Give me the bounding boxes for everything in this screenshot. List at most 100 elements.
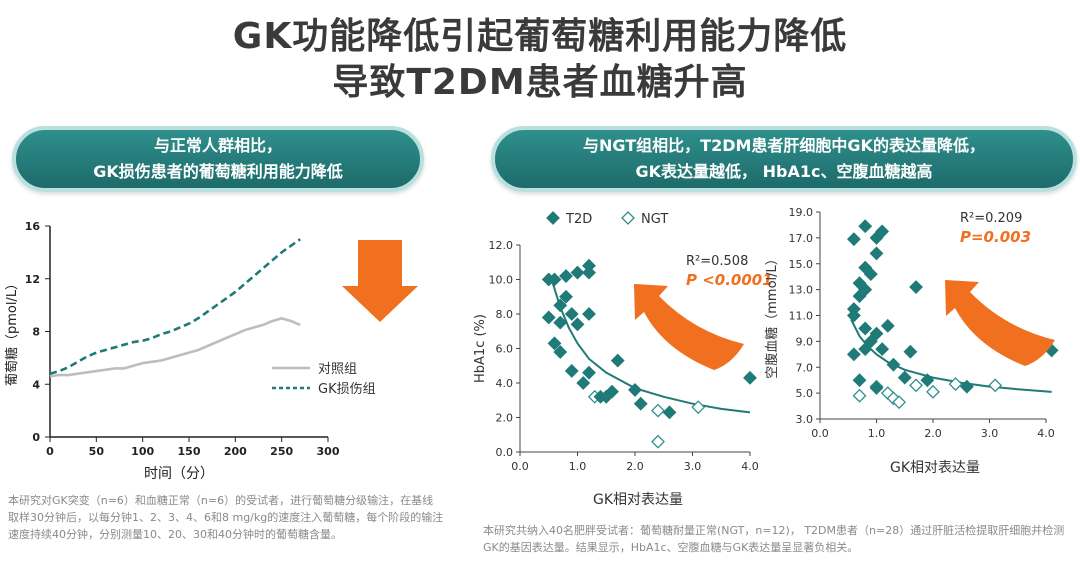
- legend-t2d-label: T2D: [565, 212, 592, 227]
- y-axis-label: 葡萄糖（pmol/L）: [4, 277, 20, 386]
- trend-arrow-icon: [945, 280, 1055, 366]
- y-tick-label: 5.0: [796, 387, 814, 400]
- ngt-point: [651, 403, 665, 418]
- x-tick-label: 0.0: [811, 427, 829, 440]
- t2d-point: [852, 373, 867, 388]
- t2d-point: [633, 396, 648, 411]
- y-tick-label: 0.0: [496, 446, 514, 459]
- x-tick-label: 50: [89, 445, 105, 458]
- t2d-point: [886, 357, 901, 372]
- ngt-point: [948, 377, 963, 391]
- legend-t2d-swatch: [546, 211, 560, 225]
- y-tick-label: 6.0: [496, 343, 514, 356]
- y-tick-label: 16: [25, 220, 41, 233]
- ngt-point: [988, 378, 1003, 393]
- t2d-point: [903, 344, 918, 359]
- x-tick-label: 1.0: [569, 460, 587, 473]
- y-tick-label: 8: [32, 326, 40, 339]
- footnote-right: 本研究共纳入40名肥胖受试者：葡萄糖耐量正常(NGT，n=12)， T2DM患者…: [483, 524, 1065, 554]
- x-tick-label: 4.0: [741, 460, 759, 473]
- y-axis-label: HbA1c (%): [473, 314, 488, 383]
- y-axis-label: 空腹血糖（mmol/L）: [764, 252, 780, 379]
- y-tick-label: 0: [32, 431, 40, 444]
- x-axis-label: GK相对表达量: [593, 492, 683, 508]
- hba1c-scatter-chart: 0.0 2.0 4.0 6.0 8.0 10.0 12.0 0.0 1.0 2.0 3.0 4.0 GK…: [473, 211, 773, 508]
- legend-label: GK损伤组: [318, 382, 376, 397]
- ngt-point: [909, 378, 923, 393]
- y-tick-label: 19.0: [789, 206, 814, 219]
- p-value-label: P <0.0001: [686, 271, 773, 289]
- t2d-point: [897, 370, 912, 385]
- x-tick-label: 250: [270, 445, 293, 458]
- t2d-point: [852, 289, 867, 304]
- banner-right: 与NGT组相比，T2DM患者肝细胞中GK的表达量降低， GK表达量越低， HbA…: [491, 126, 1077, 192]
- t2d-point: [610, 353, 625, 368]
- x-tick-label: 3.0: [981, 427, 999, 440]
- legend-ngt-swatch: [621, 211, 635, 225]
- y-tick-label: 10.0: [489, 274, 514, 287]
- t2d-point: [875, 342, 890, 357]
- t2d-point: [576, 376, 591, 390]
- ngt-point: [852, 388, 867, 403]
- t2d-point: [743, 370, 757, 385]
- page-title-line2: 导致T2DM患者血糖升高: [332, 62, 748, 103]
- banner-left-line1: 与正常人群相比，: [153, 136, 282, 155]
- x-tick-label: 3.0: [684, 460, 702, 473]
- fasting-glucose-scatter-chart: 3.0 5.0 7.0 9.0 11.0 13.0 15.0 17.0 19.0 0.0 1.0 2.…: [764, 206, 1059, 476]
- t2d-point: [553, 345, 568, 359]
- t2d-point: [858, 321, 873, 336]
- footnote-left: 本研究对GK突变（n=6）和血糖正常（n=6）的受试者，进行葡萄糖分级输注，在基…: [8, 494, 444, 541]
- t2d-point: [570, 265, 585, 280]
- y-tick-label: 12: [25, 273, 40, 286]
- t2d-point: [869, 246, 884, 261]
- x-axis-label: GK相对表达量: [890, 460, 980, 476]
- t2d-point: [605, 384, 619, 399]
- t2d-point: [541, 310, 556, 325]
- ngt-point: [691, 400, 706, 415]
- x-tick-label: 100: [131, 445, 154, 458]
- page-title-line1: GK功能降低引起葡萄糖利用能力降低: [232, 16, 848, 57]
- t2d-point: [564, 307, 579, 321]
- x-tick-label: 300: [317, 445, 340, 458]
- y-tick-label: 9.0: [796, 335, 814, 348]
- t2d-point: [559, 269, 573, 283]
- banner-right-line2: GK表达量越低， HbA1c、空腹血糖越高: [635, 162, 933, 181]
- x-tick-label: 0.0: [511, 460, 529, 473]
- y-tick-label: 13.0: [789, 284, 814, 297]
- banner-left: 与正常人群相比， GK损伤患者的葡萄糖利用能力降低: [12, 126, 424, 192]
- p-value-label: P=0.003: [960, 228, 1031, 246]
- y-tick-label: 7.0: [796, 361, 814, 374]
- x-tick-label: 1.0: [868, 427, 886, 440]
- r-squared-label: R²=0.508: [686, 254, 748, 269]
- t2d-point: [559, 289, 573, 304]
- legend-label: 对照组: [318, 362, 357, 377]
- t2d-point: [564, 364, 579, 378]
- x-tick-label: 200: [224, 445, 247, 458]
- y-tick-label: 11.0: [789, 310, 814, 323]
- r-squared-label: R²=0.209: [960, 211, 1022, 226]
- y-tick-label: 4: [32, 378, 40, 391]
- y-tick-label: 12.0: [489, 239, 514, 252]
- y-tick-label: 3.0: [796, 413, 814, 426]
- series-line-gk-impaired: [49, 238, 301, 375]
- t2d-point: [875, 224, 890, 239]
- t2d-point: [858, 219, 873, 234]
- t2d-point: [846, 232, 861, 247]
- t2d-point: [553, 315, 568, 330]
- y-tick-label: 4.0: [496, 377, 514, 390]
- x-tick-label: 0: [46, 445, 54, 458]
- t2d-point: [582, 307, 596, 321]
- t2d-point: [547, 272, 562, 287]
- t2d-point: [858, 342, 873, 357]
- trend-arrow-icon: [634, 284, 744, 370]
- t2d-point: [869, 326, 884, 341]
- t2d-point: [547, 336, 562, 351]
- y-tick-label: 15.0: [789, 258, 814, 271]
- t2d-point: [846, 347, 861, 362]
- glucose-line-chart: 0 4 8 12 16 0 50 100 150 200 250 300 时间（分） 葡萄糖（pmol/L…: [4, 220, 418, 482]
- t2d-point: [863, 267, 878, 282]
- x-tick-label: 2.0: [626, 460, 644, 473]
- t2d-point: [920, 373, 935, 388]
- t2d-point: [959, 379, 974, 394]
